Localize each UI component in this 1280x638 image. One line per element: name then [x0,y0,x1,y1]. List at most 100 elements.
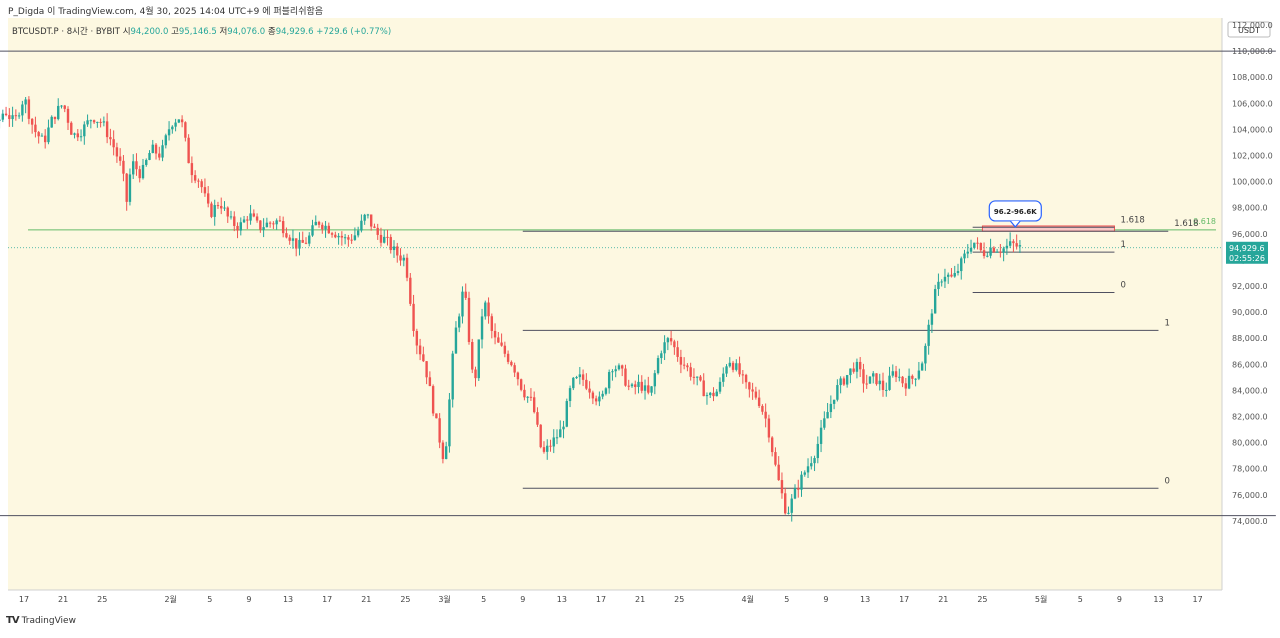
x-tick-label: 25 [977,595,987,604]
candle-body [158,153,161,158]
candle-body [878,380,881,385]
candle-body [418,345,422,355]
y-tick-label: 90,000.0 [1232,308,1268,317]
candle-body [353,235,357,240]
candle-body [702,380,705,397]
candle-body [722,373,725,382]
legend-high: 95,146.5 [178,27,217,37]
countdown-label: 02:55:26 [1229,254,1265,263]
candle-body [105,121,109,138]
candle-body [920,363,924,371]
y-tick-label: 86,000.0 [1232,360,1268,369]
candle-body [4,113,8,116]
candle-body [327,225,331,234]
candle-body [50,116,53,128]
candle-body [96,121,99,123]
candle-body [27,99,31,119]
x-tick-label: 13 [283,595,293,604]
candle-body [832,399,836,404]
x-tick-label: 21 [58,595,68,604]
x-tick-label: 5 [481,595,486,604]
candle-body [412,303,415,331]
candle-body [611,371,614,373]
x-tick-label: 13 [1153,595,1163,604]
candle-body [151,144,154,153]
candle-body [960,258,963,272]
candle-body [660,353,663,359]
candle-body [164,135,168,146]
y-tick-label: 80,000.0 [1232,439,1268,448]
y-tick-label: 98,000.0 [1232,204,1268,213]
candle-body [47,127,50,143]
x-tick-label: 9 [520,595,525,604]
candle-body [585,379,588,389]
candle-body [562,426,565,430]
chart-area[interactable]: USDT 74,000.0 76,000.0 78,000.0 80,000.0 82,0… [0,18,1280,634]
candle-body [278,220,282,222]
candle-body [376,227,379,235]
y-tick-label: 96,000.0 [1232,230,1268,239]
x-tick-label: 9 [246,595,251,604]
candle-body [640,381,643,391]
candle-body [575,377,578,379]
candle-body [223,207,226,209]
candle-body [656,358,660,374]
candle-body [206,193,210,204]
legend-open: 94,200.0 [130,27,169,37]
candle-body [324,225,327,230]
candle-body [630,384,634,387]
legend-close-label: 종 [267,27,276,37]
currency-box [1227,21,1271,38]
candle-body [780,480,784,494]
candle-body [855,361,859,372]
candle-body [369,214,373,227]
candle-body [220,205,223,209]
candle-body [265,222,269,228]
legend-close: 94,929.6 [275,27,314,37]
last-price-badge [1226,241,1268,264]
candle-body [637,381,640,388]
candle-body [118,156,122,161]
candle-body [102,121,106,123]
candle-body [591,392,595,399]
x-tick-label: 2월 [164,594,176,604]
brand-name: TradingView [21,615,76,626]
candle-body [731,362,735,370]
candle-body [128,174,132,202]
candle-body [493,330,497,338]
candle-body [904,383,908,389]
candle-body [53,116,57,120]
y-tick-label: 104,000.0 [1232,125,1273,134]
candle-body [836,385,839,400]
x-tick-label: 17 [899,595,909,604]
candle-body [1008,241,1012,246]
candle-body [647,385,650,393]
candlestick-chart[interactable]: USDT 74,000.0 76,000.0 78,000.0 80,000.0 82,0… [0,18,1280,634]
candle-body [845,375,849,385]
candle-body [816,443,820,459]
candle-body [386,236,389,238]
candles-group [0,96,1022,522]
last-price-label: 94,929.6 [1229,244,1265,253]
candle-body [986,255,989,257]
candle-body [246,219,249,221]
candle-body [757,397,761,406]
candle-body [73,133,76,135]
candle-body [741,374,745,376]
candle-body [321,224,324,230]
candle-body [216,205,220,207]
candle-body [754,391,758,398]
candle-body [441,442,445,460]
candle-body [1002,248,1005,253]
candle-body [330,233,334,235]
price-callout-pointer [1009,220,1021,228]
candle-body [679,356,683,365]
candle-body [392,246,396,251]
candle-body [937,281,940,290]
candle-body [295,238,298,249]
candle-body [689,367,692,377]
candle-body [529,396,533,398]
fib-level-label: 1.618 [1174,219,1198,229]
candle-body [30,118,34,125]
candle-body [676,347,679,357]
